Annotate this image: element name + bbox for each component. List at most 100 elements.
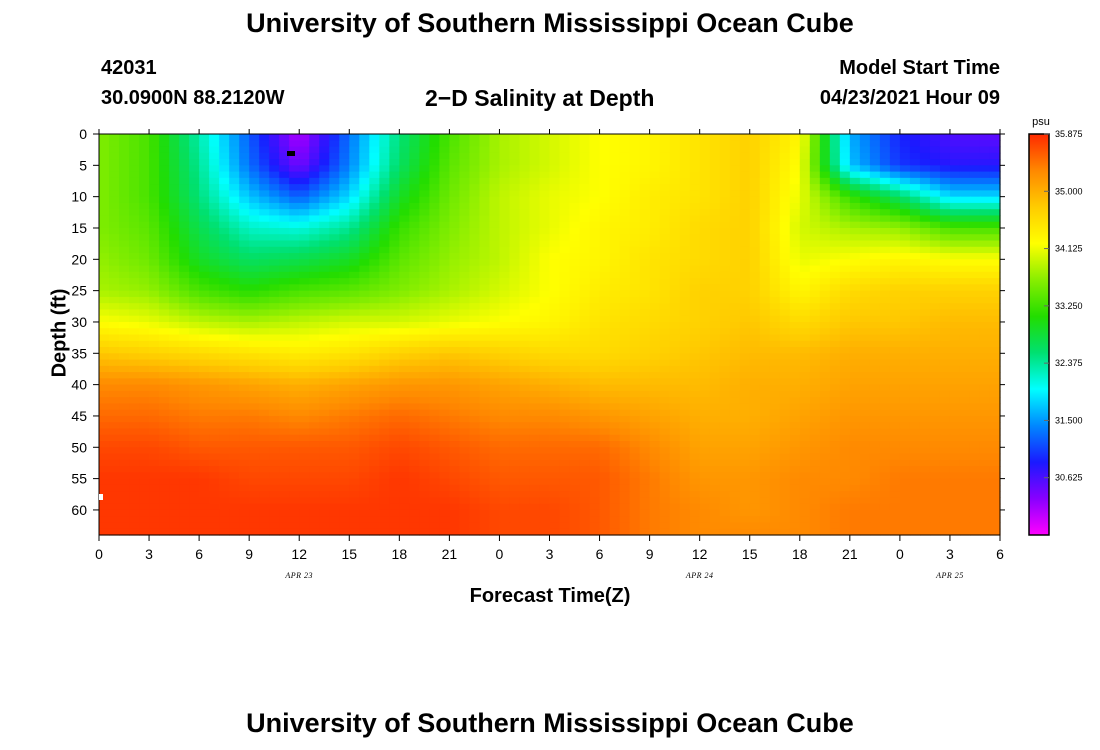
- heatmap-cell: [649, 240, 661, 248]
- heatmap-cell: [969, 196, 981, 204]
- heatmap-cell: [249, 202, 260, 210]
- heatmap-cell: [509, 209, 521, 217]
- heatmap-cell: [739, 253, 751, 260]
- heatmap-cell: [879, 290, 891, 298]
- heatmap-cell: [569, 340, 581, 348]
- heatmap-cell: [519, 353, 531, 361]
- heatmap-cell: [249, 171, 260, 179]
- heatmap-cell: [299, 478, 310, 486]
- heatmap-cell: [829, 278, 841, 285]
- heatmap-cell: [149, 140, 160, 148]
- heatmap-cell: [639, 159, 651, 166]
- heatmap-cell: [359, 422, 370, 430]
- heatmap-cell: [389, 284, 400, 292]
- heatmap-cell: [369, 140, 380, 148]
- heatmap-cell: [379, 177, 390, 185]
- heatmap-cell: [339, 466, 350, 473]
- heatmap-cell: [559, 259, 571, 267]
- heatmap-cell: [909, 428, 921, 436]
- heatmap-cell: [689, 422, 701, 430]
- heatmap-cell: [889, 447, 901, 455]
- heatmap-cell: [599, 290, 611, 298]
- heatmap-cell: [829, 259, 841, 267]
- heatmap-cell: [529, 271, 541, 279]
- heatmap-cell: [649, 278, 661, 285]
- heatmap-cell: [669, 234, 681, 242]
- heatmap-cell: [359, 397, 370, 405]
- heatmap-cell: [199, 441, 210, 448]
- heatmap-cell: [849, 422, 861, 430]
- heatmap-cell: [359, 347, 370, 354]
- heatmap-cell: [269, 397, 280, 405]
- heatmap-cell: [109, 296, 120, 304]
- heatmap-cell: [599, 328, 611, 336]
- heatmap-cell: [259, 234, 270, 242]
- heatmap-cell: [339, 278, 350, 285]
- heatmap-cell: [109, 403, 120, 411]
- heatmap-cell: [599, 434, 611, 442]
- heatmap-cell: [889, 296, 901, 304]
- heatmap-cell: [429, 434, 440, 442]
- heatmap-cell: [859, 365, 871, 373]
- heatmap-cell: [369, 152, 380, 160]
- heatmap-cell: [179, 347, 190, 354]
- heatmap-cell: [629, 403, 641, 411]
- heatmap-cell: [159, 334, 170, 342]
- heatmap-cell: [959, 365, 971, 373]
- heatmap-cell: [209, 296, 220, 304]
- heatmap-cell: [969, 184, 981, 191]
- heatmap-cell: [669, 321, 681, 329]
- heatmap-cell: [749, 309, 761, 317]
- heatmap-cell: [879, 190, 891, 198]
- heatmap-cell: [99, 259, 110, 267]
- heatmap-cell: [189, 309, 200, 317]
- heatmap-cell: [109, 409, 120, 417]
- heatmap-cell: [369, 340, 380, 348]
- heatmap-cell: [919, 390, 931, 398]
- heatmap-cell: [159, 372, 170, 379]
- heatmap-cell: [609, 397, 621, 405]
- heatmap-cell: [909, 409, 921, 417]
- heatmap-cell: [549, 409, 561, 417]
- heatmap-cell: [129, 340, 140, 348]
- heatmap-cell: [739, 259, 751, 267]
- heatmap-cell: [909, 447, 921, 455]
- heatmap-cell: [779, 196, 791, 204]
- heatmap-cell: [899, 284, 911, 292]
- heatmap-cell: [729, 353, 741, 361]
- heatmap-cell: [99, 190, 110, 198]
- heatmap-cell: [279, 240, 290, 248]
- heatmap-cell: [859, 434, 871, 442]
- heatmap-cell: [849, 334, 861, 342]
- heatmap-cell: [579, 152, 591, 160]
- heatmap-cell: [769, 146, 781, 154]
- heatmap-cell: [989, 378, 1001, 386]
- heatmap-cell: [709, 146, 721, 154]
- heatmap-cell: [239, 334, 250, 342]
- heatmap-cell: [249, 459, 260, 467]
- heatmap-cell: [759, 372, 771, 379]
- heatmap-cell: [329, 466, 340, 473]
- heatmap-cell: [959, 265, 971, 273]
- heatmap-cell: [99, 459, 110, 467]
- heatmap-cell: [209, 315, 220, 323]
- heatmap-cell: [589, 146, 601, 154]
- heatmap-cell: [959, 165, 971, 173]
- heatmap-cell: [929, 372, 941, 379]
- heatmap-cell: [589, 378, 601, 386]
- heatmap-cell: [459, 321, 471, 329]
- heatmap-cell: [909, 453, 921, 461]
- heatmap-cell: [419, 415, 430, 423]
- heatmap-cell: [589, 359, 601, 367]
- heatmap-cell: [539, 290, 551, 298]
- heatmap-cell: [559, 171, 571, 179]
- heatmap-cell: [859, 190, 871, 198]
- heatmap-cell: [659, 246, 671, 254]
- heatmap-cell: [409, 265, 420, 273]
- heatmap-cell: [719, 453, 731, 461]
- heatmap-cell: [709, 165, 721, 173]
- heatmap-cell: [539, 415, 551, 423]
- heatmap-cell: [169, 140, 180, 148]
- heatmap-cell: [419, 171, 430, 179]
- heatmap-cell: [499, 334, 511, 342]
